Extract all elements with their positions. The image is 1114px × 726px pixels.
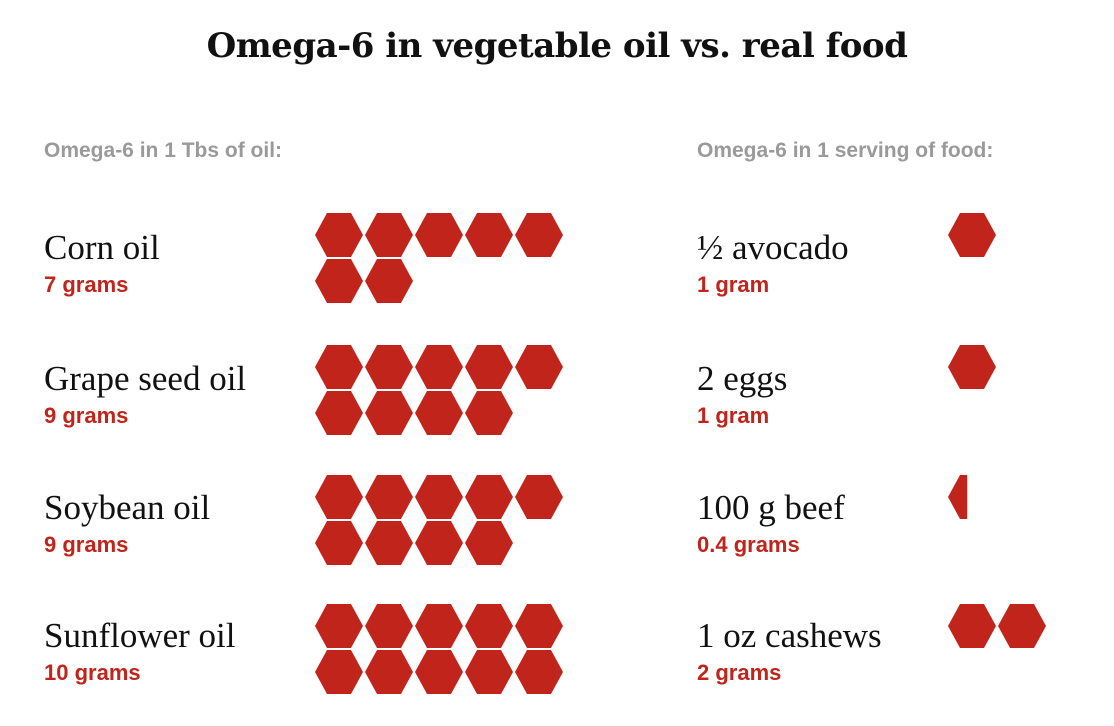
- oil-hexagon-mark: [315, 259, 363, 303]
- oil-hexagon-mark: [465, 604, 513, 648]
- oil-hexagon-mark: [365, 259, 413, 303]
- oil-hexagon-mark: [515, 604, 563, 648]
- oil-hexagon-mark: [415, 475, 463, 519]
- oil-hexagon-mark: [415, 391, 463, 435]
- oil-amount: 9 grams: [44, 403, 129, 428]
- food-name: ½ avocado: [697, 228, 849, 267]
- food-name: 1 oz cashews: [697, 616, 882, 655]
- oil-hexagon-mark: [315, 521, 363, 565]
- oil-name: Sunflower oil: [44, 616, 236, 655]
- oil-hexagon-mark: [465, 475, 513, 519]
- oil-hexagon-mark: [465, 345, 513, 389]
- food-section-header: Omega-6 in 1 serving of food:: [697, 139, 994, 162]
- oil-hexagon-mark: [315, 475, 363, 519]
- oil-hexagon-mark: [315, 650, 363, 694]
- oil-hexagon-mark: [465, 650, 513, 694]
- oil-hexagon-mark: [515, 475, 563, 519]
- oil-hexagon-mark: [365, 391, 413, 435]
- oil-hexagon-mark: [315, 345, 363, 389]
- oil-hexagon-mark: [515, 345, 563, 389]
- oil-hexagon-mark: [365, 604, 413, 648]
- oil-hexagon-mark: [365, 345, 413, 389]
- food-hexagon-mark: [948, 213, 996, 257]
- oil-name: Soybean oil: [44, 488, 211, 527]
- oil-hexagon-mark: [415, 521, 463, 565]
- food-name: 100 g beef: [697, 488, 845, 527]
- oil-hexagon-mark: [315, 604, 363, 648]
- oil-hexagon-mark: [365, 213, 413, 257]
- oil-section-header: Omega-6 in 1 Tbs of oil:: [44, 139, 283, 162]
- oil-hexagon-mark: [365, 521, 413, 565]
- oil-name: Grape seed oil: [44, 359, 247, 398]
- food-hexagon-mark: [948, 604, 996, 648]
- oil-hexagon-mark: [315, 213, 363, 257]
- oil-name: Corn oil: [44, 228, 160, 267]
- food-amount: 1 gram: [697, 272, 770, 297]
- oil-hexagon-mark: [365, 475, 413, 519]
- oil-hexagon-mark: [465, 391, 513, 435]
- chart-title: Omega-6 in vegetable oil vs. real food: [206, 26, 908, 66]
- food-hexagon-mark: [998, 604, 1046, 648]
- food-amount: 0.4 grams: [697, 532, 800, 557]
- oil-hexagon-mark: [515, 650, 563, 694]
- food-amount: 2 grams: [697, 660, 782, 685]
- food-partial-hexagon-mark: [948, 475, 968, 519]
- oil-hexagon-mark: [415, 213, 463, 257]
- food-hexagon-mark: [948, 345, 996, 389]
- oil-hexagon-mark: [515, 213, 563, 257]
- oil-hexagon-mark: [465, 521, 513, 565]
- food-name: 2 eggs: [697, 359, 788, 398]
- oil-amount: 9 grams: [44, 532, 129, 557]
- oil-amount: 7 grams: [44, 272, 129, 297]
- oil-hexagon-mark: [415, 604, 463, 648]
- oil-hexagon-mark: [365, 650, 413, 694]
- oil-amount: 10 grams: [44, 660, 141, 685]
- food-amount: 1 gram: [697, 403, 770, 428]
- oil-hexagon-mark: [315, 391, 363, 435]
- oil-hexagon-mark: [415, 650, 463, 694]
- oil-hexagon-mark: [465, 213, 513, 257]
- oil-hexagon-mark: [415, 345, 463, 389]
